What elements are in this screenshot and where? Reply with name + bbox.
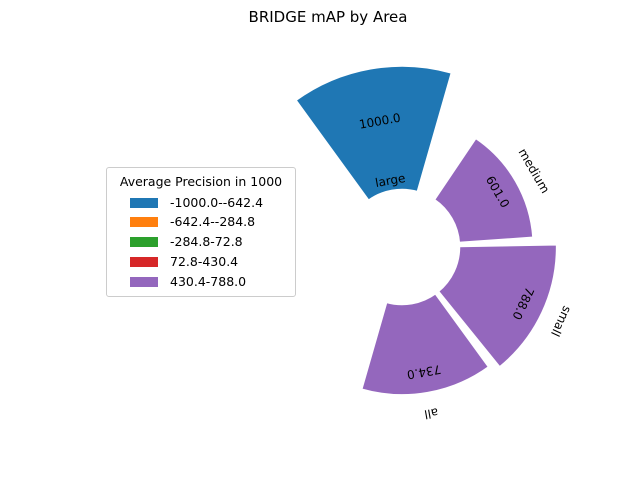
legend-item: 430.4-788.0 (130, 274, 246, 290)
legend-label: -642.4--284.8 (170, 214, 256, 229)
legend-swatch (130, 276, 158, 287)
legend-label: -284.8-72.8 (170, 234, 243, 249)
bar-small (436, 243, 559, 370)
bars-group (293, 64, 559, 397)
legend-item: -1000.0--642.4 (130, 195, 263, 211)
legend-title: Average Precision in 1000 (119, 174, 283, 189)
legend-item: -642.4--284.8 (130, 214, 255, 230)
legend-item: -284.8-72.8 (130, 234, 243, 250)
category-label: large (374, 171, 406, 190)
bar-large (293, 64, 454, 203)
legend-swatch (130, 197, 158, 208)
category-label: small (548, 304, 574, 339)
chart-title: BRIDGE mAP by Area (249, 8, 408, 26)
legend: Average Precision in 1000 -1000.0--642.4… (106, 167, 296, 297)
category-label: all (423, 405, 439, 421)
bar-medium (432, 135, 535, 245)
legend-item: 72.8-430.4 (130, 254, 238, 270)
legend-swatch (130, 256, 158, 267)
legend-swatch (130, 216, 158, 227)
legend-swatch (130, 236, 158, 247)
legend-label: 72.8-430.4 (170, 254, 239, 269)
value-label: 734.0 (406, 362, 442, 382)
legend-label: -1000.0--642.4 (170, 195, 264, 210)
legend-label: 430.4-788.0 (170, 274, 247, 289)
bar-all (359, 291, 491, 397)
